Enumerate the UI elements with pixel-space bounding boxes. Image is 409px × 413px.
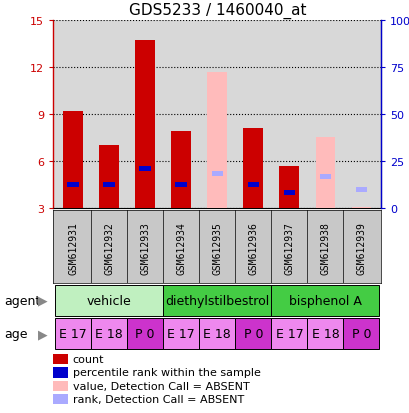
Bar bbox=[279, 166, 299, 209]
Bar bbox=[171, 132, 191, 209]
Bar bbox=[247, 183, 258, 188]
Text: vehicle: vehicle bbox=[87, 294, 131, 307]
Bar bbox=[163, 285, 271, 316]
Bar bbox=[283, 190, 294, 195]
Title: GDS5233 / 1460040_at: GDS5233 / 1460040_at bbox=[128, 3, 305, 19]
Bar bbox=[211, 172, 222, 176]
Text: E 18: E 18 bbox=[203, 327, 231, 340]
Text: E 18: E 18 bbox=[311, 327, 339, 340]
Text: rank, Detection Call = ABSENT: rank, Detection Call = ABSENT bbox=[72, 394, 243, 404]
Text: E 17: E 17 bbox=[167, 327, 195, 340]
Text: GSM612938: GSM612938 bbox=[320, 221, 330, 274]
Bar bbox=[315, 138, 335, 209]
Text: ▶: ▶ bbox=[38, 327, 48, 340]
Text: P 0: P 0 bbox=[351, 327, 370, 340]
Text: agent: agent bbox=[4, 294, 40, 307]
Text: diethylstilbestrol: diethylstilbestrol bbox=[165, 294, 269, 307]
Bar bbox=[67, 183, 79, 188]
Bar bbox=[207, 72, 227, 209]
Bar bbox=[55, 285, 163, 316]
Text: age: age bbox=[4, 327, 27, 340]
Text: GSM612937: GSM612937 bbox=[284, 221, 294, 274]
Text: GSM612931: GSM612931 bbox=[68, 221, 78, 274]
Bar bbox=[127, 318, 163, 349]
Text: ▶: ▶ bbox=[38, 294, 48, 307]
Bar bbox=[271, 318, 307, 349]
Bar bbox=[243, 129, 263, 209]
Bar bbox=[103, 183, 115, 188]
Text: value, Detection Call = ABSENT: value, Detection Call = ABSENT bbox=[72, 381, 249, 391]
Bar bbox=[307, 318, 343, 349]
Bar bbox=[163, 318, 199, 349]
Text: GSM612935: GSM612935 bbox=[212, 221, 222, 274]
Bar bbox=[135, 41, 155, 209]
Text: GSM612934: GSM612934 bbox=[176, 221, 186, 274]
Text: GSM612933: GSM612933 bbox=[140, 221, 150, 274]
Bar bbox=[271, 285, 379, 316]
Text: E 18: E 18 bbox=[95, 327, 123, 340]
Bar bbox=[199, 318, 235, 349]
Bar bbox=[139, 167, 151, 172]
Bar bbox=[351, 207, 371, 209]
Bar bbox=[63, 112, 83, 209]
Text: GSM612932: GSM612932 bbox=[104, 221, 114, 274]
Text: P 0: P 0 bbox=[243, 327, 263, 340]
Text: GSM612936: GSM612936 bbox=[248, 221, 258, 274]
Bar bbox=[55, 318, 91, 349]
Bar bbox=[343, 318, 379, 349]
Text: E 17: E 17 bbox=[275, 327, 303, 340]
Text: P 0: P 0 bbox=[135, 327, 155, 340]
Text: E 17: E 17 bbox=[59, 327, 87, 340]
Text: bisphenol A: bisphenol A bbox=[288, 294, 361, 307]
Bar bbox=[355, 188, 366, 192]
Bar bbox=[175, 183, 187, 188]
Bar bbox=[319, 175, 330, 180]
Text: percentile rank within the sample: percentile rank within the sample bbox=[72, 368, 260, 377]
Text: count: count bbox=[72, 354, 104, 364]
Bar bbox=[99, 146, 119, 209]
Bar bbox=[91, 318, 127, 349]
Text: GSM612939: GSM612939 bbox=[355, 221, 366, 274]
Bar bbox=[235, 318, 271, 349]
